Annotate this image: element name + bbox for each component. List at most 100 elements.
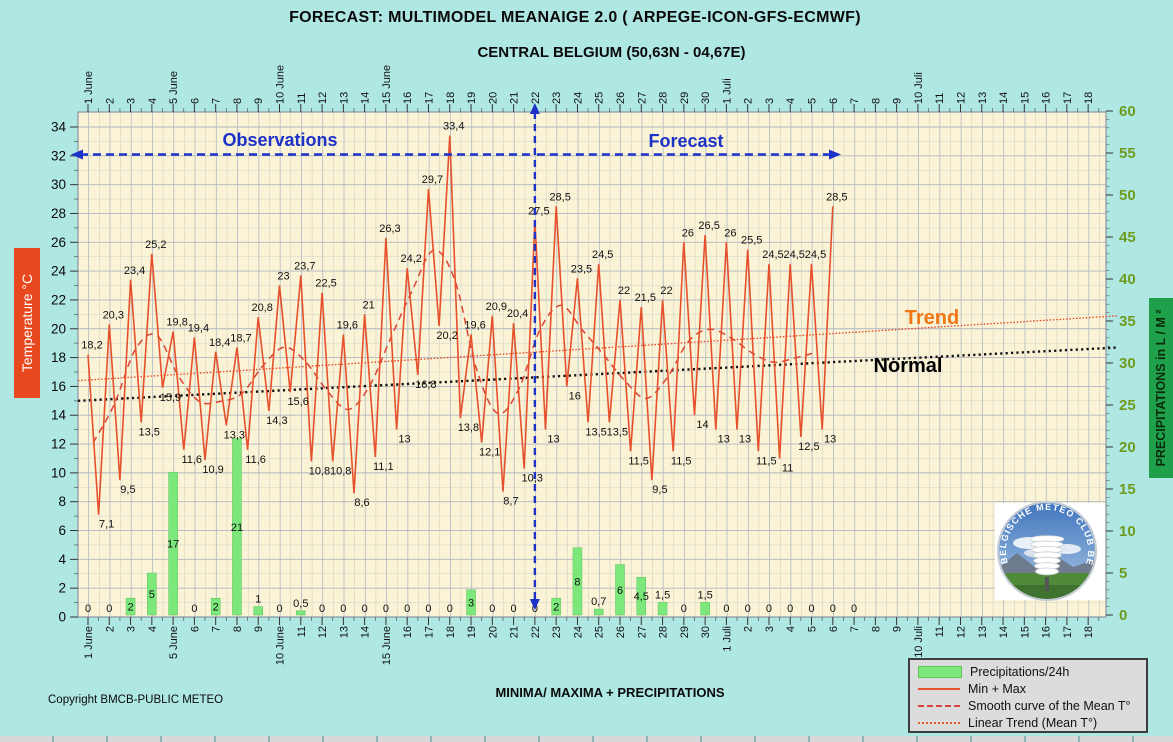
svg-text:0: 0 (745, 603, 751, 615)
svg-text:12: 12 (955, 92, 967, 104)
legend-swatch-bar (918, 665, 962, 678)
svg-text:17: 17 (423, 626, 435, 638)
svg-text:15: 15 (1019, 626, 1031, 638)
svg-text:0: 0 (425, 603, 431, 615)
svg-text:29: 29 (679, 92, 691, 104)
bottom-strip (0, 736, 1173, 742)
page-subtitle: CENTRAL BELGIUM (50,63N - 04,67E) (477, 44, 746, 61)
svg-text:26: 26 (615, 626, 627, 638)
svg-text:13: 13 (338, 92, 350, 104)
svg-text:13: 13 (718, 434, 730, 446)
svg-text:29: 29 (679, 626, 691, 638)
svg-text:8,7: 8,7 (503, 496, 518, 508)
svg-text:5: 5 (1119, 565, 1127, 582)
svg-text:23: 23 (551, 92, 563, 104)
svg-text:17: 17 (423, 92, 435, 104)
legend-swatch-dashed (918, 704, 960, 707)
svg-text:20: 20 (487, 626, 499, 638)
svg-text:18: 18 (1083, 92, 1095, 104)
observation-forecast-annotations: Observations Forecast Trend Normal (71, 103, 959, 610)
svg-text:0: 0 (851, 603, 857, 615)
svg-text:10 June: 10 June (275, 626, 287, 665)
svg-text:5: 5 (149, 589, 155, 601)
svg-text:5: 5 (807, 626, 819, 632)
legend-label: Smooth curve of the Mean T° (968, 698, 1131, 713)
svg-text:4: 4 (147, 626, 159, 632)
svg-text:28: 28 (658, 626, 670, 638)
svg-text:18: 18 (445, 626, 457, 638)
svg-text:21: 21 (363, 299, 375, 311)
svg-text:16: 16 (1041, 92, 1053, 104)
svg-text:24: 24 (51, 264, 67, 279)
svg-text:17: 17 (1062, 626, 1074, 638)
svg-text:17: 17 (1062, 92, 1074, 104)
svg-text:34: 34 (51, 119, 67, 134)
svg-text:22,5: 22,5 (315, 278, 336, 290)
svg-text:18,7: 18,7 (230, 332, 251, 344)
svg-text:0: 0 (489, 603, 495, 615)
svg-text:16: 16 (402, 92, 414, 104)
svg-text:12: 12 (317, 626, 329, 638)
svg-text:15: 15 (1019, 92, 1031, 104)
svg-text:0: 0 (319, 603, 325, 615)
svg-text:19,8: 19,8 (166, 317, 187, 329)
svg-text:4: 4 (58, 552, 66, 567)
svg-text:24: 24 (572, 92, 584, 104)
svg-text:23: 23 (277, 271, 289, 283)
svg-text:7: 7 (849, 98, 861, 104)
svg-text:14: 14 (51, 408, 67, 423)
svg-text:24,2: 24,2 (400, 253, 421, 265)
svg-text:13: 13 (547, 434, 559, 446)
trend-label: Trend (905, 307, 959, 329)
svg-text:20,8: 20,8 (252, 302, 273, 314)
svg-text:30: 30 (1119, 355, 1136, 372)
svg-text:11,5: 11,5 (628, 455, 649, 467)
svg-text:19,4: 19,4 (188, 322, 209, 334)
svg-text:0: 0 (681, 603, 687, 615)
svg-text:0: 0 (58, 610, 66, 625)
svg-text:7,1: 7,1 (99, 519, 114, 531)
svg-text:12: 12 (51, 437, 66, 452)
svg-text:6: 6 (828, 98, 840, 104)
svg-text:0: 0 (106, 603, 112, 615)
svg-text:60: 60 (1119, 103, 1136, 120)
svg-text:20: 20 (51, 321, 66, 336)
svg-text:8: 8 (58, 494, 66, 509)
legend-label: Min + Max (968, 681, 1027, 696)
svg-text:14: 14 (360, 626, 372, 638)
svg-text:3: 3 (126, 626, 138, 632)
svg-text:18,2: 18,2 (81, 340, 102, 352)
svg-text:15: 15 (1119, 481, 1136, 498)
arrow-right-icon (829, 149, 841, 160)
svg-text:3: 3 (126, 98, 138, 104)
svg-text:26: 26 (51, 235, 66, 250)
svg-text:0: 0 (766, 603, 772, 615)
svg-text:12: 12 (955, 626, 967, 638)
svg-text:12: 12 (317, 92, 329, 104)
svg-text:30: 30 (51, 177, 66, 192)
svg-text:15 June: 15 June (381, 65, 393, 104)
temperature-value-labels: 18,2 7,1 20,3 9,5 23,4 13,5 25,2 15,9 19,8 11,6 19… (81, 121, 847, 531)
svg-text:21: 21 (509, 92, 521, 104)
legend-item-dashed: Smooth curve of the Mean T° (918, 697, 1146, 714)
svg-text:3: 3 (764, 98, 776, 104)
svg-text:24,5: 24,5 (805, 249, 826, 261)
svg-text:1,5: 1,5 (655, 589, 670, 601)
svg-text:24: 24 (572, 626, 584, 638)
svg-text:6: 6 (189, 626, 201, 632)
svg-text:24,5: 24,5 (762, 249, 783, 261)
svg-text:18: 18 (51, 350, 66, 365)
svg-text:32: 32 (51, 148, 66, 163)
svg-text:0: 0 (787, 603, 793, 615)
svg-text:30: 30 (700, 626, 712, 638)
svg-text:22: 22 (618, 285, 630, 297)
svg-text:0,7: 0,7 (591, 596, 606, 608)
svg-text:26,5: 26,5 (698, 220, 719, 232)
svg-text:1 June: 1 June (83, 626, 95, 659)
svg-text:2: 2 (553, 602, 559, 614)
svg-text:16,8: 16,8 (415, 379, 436, 391)
svg-text:20,2: 20,2 (436, 330, 457, 342)
svg-text:20,9: 20,9 (486, 301, 507, 313)
